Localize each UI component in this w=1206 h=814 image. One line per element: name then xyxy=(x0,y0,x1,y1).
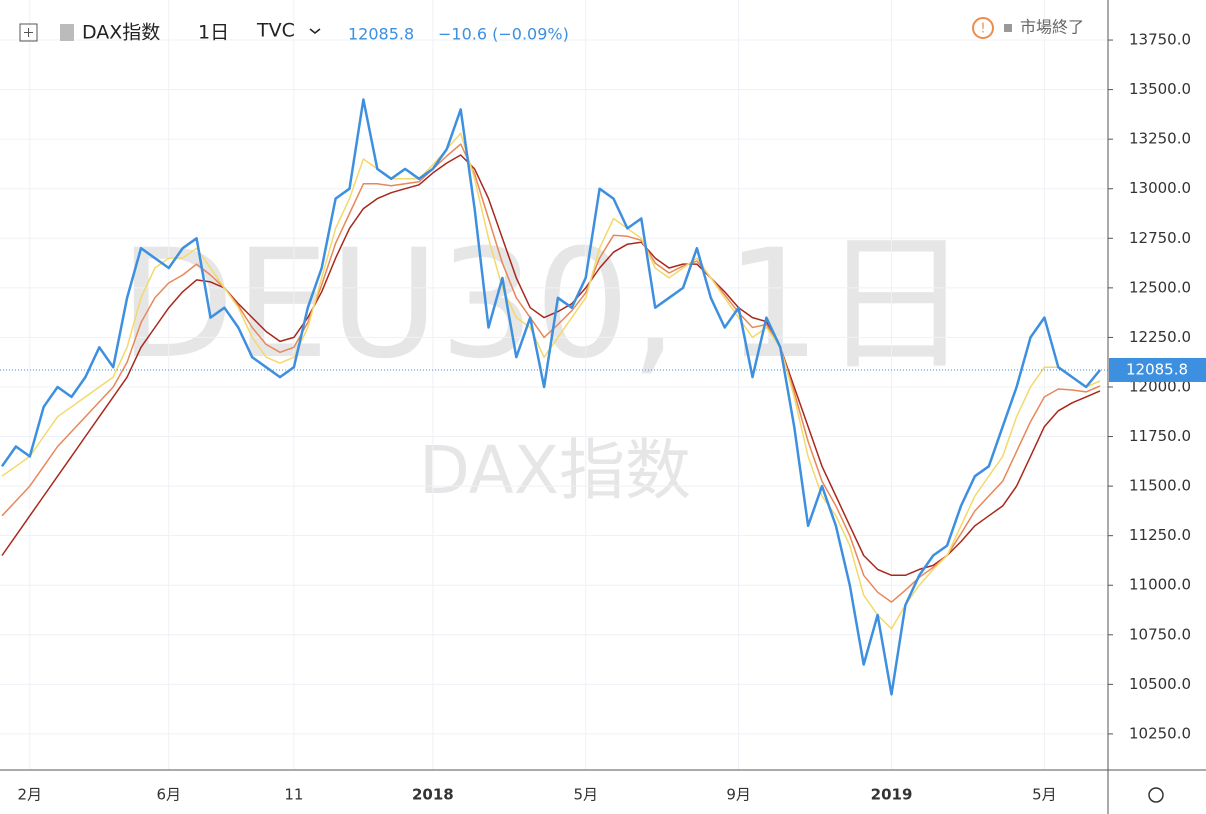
y-tick-label: 12000.0 xyxy=(1129,377,1191,395)
y-tick-label: 13750.0 xyxy=(1129,31,1191,49)
x-tick-label: 6月 xyxy=(157,786,182,804)
add-icon-plus xyxy=(24,28,33,37)
source-caret[interactable] xyxy=(309,28,321,34)
symbol[interactable]: DAX指数 xyxy=(82,22,160,44)
y-tick-label: 10750.0 xyxy=(1129,625,1191,643)
last-price-label: 12085.8 xyxy=(1126,360,1188,378)
y-tick-label: 10250.0 xyxy=(1129,724,1191,742)
y-tick-label: 13000.0 xyxy=(1129,179,1191,197)
x-tick-label: 5月 xyxy=(1032,786,1057,804)
x-tick-label: 5月 xyxy=(573,786,598,804)
market-status: 市場終了 xyxy=(1020,18,1084,37)
source[interactable]: TVC xyxy=(256,20,295,42)
flag-icon xyxy=(60,24,74,41)
y-tick-label: 12250.0 xyxy=(1129,328,1191,346)
x-tick-label: 2019 xyxy=(871,786,913,804)
x-tick-label: 2月 xyxy=(18,786,43,804)
watermark-ticker: DEU30, 1日 xyxy=(119,218,971,392)
warning-icon[interactable] xyxy=(972,17,994,39)
watermark-name: DAX指数 xyxy=(419,432,691,509)
y-tick-label: 12750.0 xyxy=(1129,229,1191,247)
interval[interactable]: 1日 xyxy=(198,22,229,44)
price-change: −10.6 (−0.09%) xyxy=(438,25,569,44)
last-price-tag xyxy=(1109,357,1206,382)
y-tick-label: 11250.0 xyxy=(1129,526,1191,544)
warning-mark: ! xyxy=(980,22,985,37)
x-tick-label: 2018 xyxy=(412,786,454,804)
status-dot xyxy=(1004,24,1012,32)
settings-icon[interactable] xyxy=(1148,787,1164,803)
price-line xyxy=(0,98,1101,696)
x-tick-label: 11 xyxy=(284,786,303,804)
y-tick-label: 11500.0 xyxy=(1129,477,1191,495)
add-icon[interactable] xyxy=(19,23,38,42)
y-tick-label: 12500.0 xyxy=(1129,278,1191,296)
y-tick-label: 10500.0 xyxy=(1129,675,1191,693)
x-tick-label: 9月 xyxy=(726,786,751,804)
y-tick-label: 11000.0 xyxy=(1129,576,1191,594)
y-tick-label: 11750.0 xyxy=(1129,427,1191,445)
y-tick-label: 13250.0 xyxy=(1129,130,1191,148)
last-price: 12085.8 xyxy=(348,25,414,44)
y-tick-label: 13500.0 xyxy=(1129,80,1191,98)
ma-line xyxy=(1,154,1101,577)
